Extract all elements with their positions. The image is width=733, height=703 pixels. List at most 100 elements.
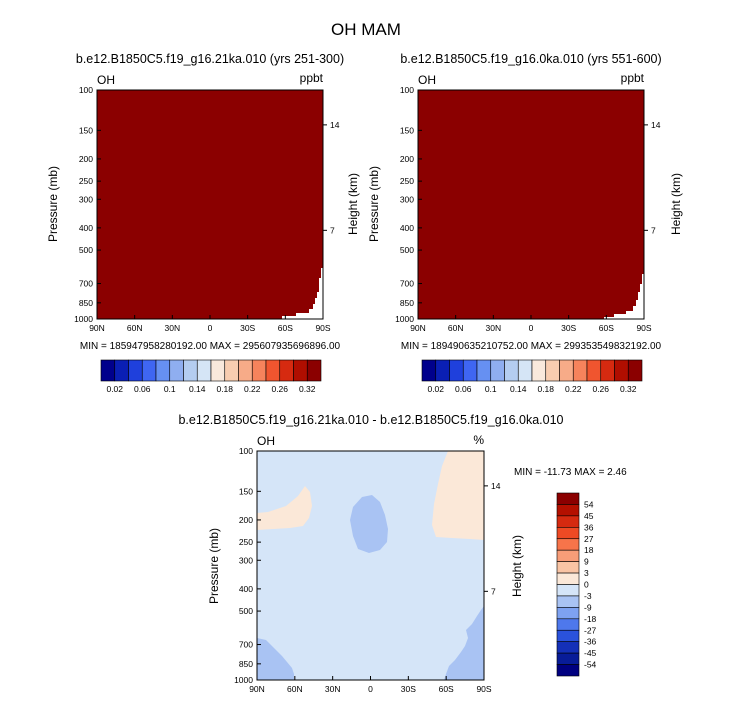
- colorbar-label: -9: [584, 602, 592, 612]
- x-tick-label: 90S: [476, 684, 491, 694]
- colorbar-label: 0.22: [244, 384, 261, 394]
- colorbar-label: 0.02: [427, 384, 444, 394]
- colorbar-swatch: [114, 359, 129, 382]
- y-axis-right-ticks: 14 7: [644, 120, 661, 235]
- y-axis-ticks: 100 150 200 250 300 400 500 700 850 1000: [74, 85, 101, 324]
- x-tick-label: 30N: [165, 323, 181, 333]
- x-tick-label: 30N: [486, 323, 502, 333]
- colorbar-swatch: [210, 359, 226, 382]
- colorbar-swatch: [556, 618, 580, 631]
- x-tick-label: 60N: [287, 684, 303, 694]
- missing-data-region: [282, 268, 323, 319]
- positive-anomaly-south: [432, 451, 484, 540]
- colorbar-swatch: [435, 359, 450, 382]
- colorbar-swatch: [449, 359, 464, 382]
- colorbar-label: 0.06: [134, 384, 151, 394]
- colorbar-label: -3: [584, 591, 592, 601]
- colorbar-swatch: [224, 359, 239, 382]
- y-tick-label: 100: [79, 85, 93, 95]
- panel-left-label: OH: [418, 73, 436, 87]
- y-tick-label: 700: [239, 640, 253, 650]
- plot-field: [96, 89, 324, 320]
- panel-title: b.e12.B1850C5.f19_g16.21ka.010 (yrs 251-…: [76, 52, 344, 66]
- colorbar-label: 0.14: [510, 384, 527, 394]
- y-tick-label: 250: [239, 537, 253, 547]
- x-tick-label: 30S: [401, 684, 416, 694]
- colorbar-label: 27: [584, 534, 594, 544]
- missing-data-region: [604, 274, 644, 319]
- panel-units-label: ppbt: [300, 71, 324, 85]
- colorbar-label: 0.22: [565, 384, 582, 394]
- y-tick-label: 850: [400, 298, 414, 308]
- x-tick-label: 90S: [636, 323, 651, 333]
- colorbar-swatch: [251, 359, 267, 382]
- x-tick-label: 60N: [127, 323, 143, 333]
- panel-title: b.e12.B1850C5.f19_g16.21ka.010 - b.e12.B…: [178, 413, 563, 427]
- x-tick-label: 90N: [249, 684, 265, 694]
- panel-left-label: OH: [97, 73, 115, 87]
- min-max-stats: MIN = 185947958280192.00 MAX = 295607935…: [80, 341, 341, 352]
- y-tick-label: 400: [400, 223, 414, 233]
- colorbar-swatch: [556, 664, 580, 677]
- colorbar-swatch: [155, 359, 171, 382]
- y-tick-label: 1000: [74, 314, 93, 324]
- colorbar-label: 0.26: [592, 384, 609, 394]
- y-axis-ticks: 100 150 200 250 300 400 500 700 850 1000: [234, 446, 261, 685]
- colorbar-swatch: [196, 359, 212, 382]
- y-tick-label: 500: [239, 606, 253, 616]
- y-tick-label: 150: [239, 486, 253, 496]
- y-tick-label: 250: [79, 176, 93, 186]
- colorbar-label: 0.06: [455, 384, 472, 394]
- y-tick-label: 500: [400, 245, 414, 255]
- y-right-tick-label: 14: [330, 120, 340, 130]
- colorbar-label: -36: [584, 637, 597, 647]
- y-tick-label: 200: [79, 154, 93, 164]
- x-tick-label: 90S: [315, 323, 330, 333]
- colorbar-swatch: [504, 359, 519, 382]
- positive-anomaly-north: [257, 486, 312, 530]
- colorbar-swatch: [265, 359, 281, 382]
- colorbar-swatch: [462, 359, 478, 382]
- colorbar-label: 45: [584, 511, 594, 521]
- colorbar-swatch: [517, 359, 533, 382]
- y-tick-label: 400: [239, 584, 253, 594]
- field-fill: [97, 90, 323, 319]
- y-right-tick-label: 14: [651, 120, 661, 130]
- y-right-tick-label: 7: [651, 225, 656, 235]
- negative-anomaly-south-surface: [444, 606, 484, 680]
- y-tick-label: 300: [400, 194, 414, 204]
- panel-left-label: OH: [257, 434, 275, 448]
- y-tick-label: 850: [79, 298, 93, 308]
- colorbar-label: 0.02: [106, 384, 123, 394]
- colorbar-label: 54: [584, 499, 594, 509]
- colorbar-label: 0.32: [299, 384, 316, 394]
- negative-anomaly-north-surface: [257, 638, 294, 680]
- colorbar-label: -27: [584, 625, 597, 635]
- colorbar-swatch: [614, 359, 629, 382]
- colorbar-label: 9: [584, 557, 589, 567]
- x-tick-label: 0: [529, 323, 534, 333]
- colorbar-swatch: [545, 359, 560, 382]
- panel-0ka: b.e12.B1850C5.f19_g16.0ka.010 (yrs 551-6…: [367, 52, 683, 394]
- x-tick-label: 30S: [561, 323, 576, 333]
- x-tick-label: 30N: [325, 684, 341, 694]
- y-right-tick-label: 7: [491, 586, 496, 596]
- colorbar-swatch: [600, 359, 615, 382]
- colorbar-label: -18: [584, 614, 597, 624]
- y-axis-right-ticks: 14 7: [323, 120, 340, 235]
- colorbar-swatch: [556, 549, 580, 562]
- colorbar-label: 0.32: [620, 384, 637, 394]
- colorbar-label: 0.14: [189, 384, 206, 394]
- colorbar-swatch: [169, 359, 184, 382]
- colorbar-swatch: [556, 607, 580, 620]
- colorbar-label: 0.1: [485, 384, 497, 394]
- colorbar-swatch: [572, 359, 588, 382]
- colorbar-swatch: [556, 595, 580, 608]
- colorbar-label: -54: [584, 660, 597, 670]
- axis-title-right: Height (km): [669, 173, 683, 235]
- x-tick-label: 60S: [439, 684, 454, 694]
- colorbar-swatch: [306, 359, 322, 382]
- colorbar-swatch: [556, 652, 580, 665]
- colorbar-label: 18: [584, 545, 594, 555]
